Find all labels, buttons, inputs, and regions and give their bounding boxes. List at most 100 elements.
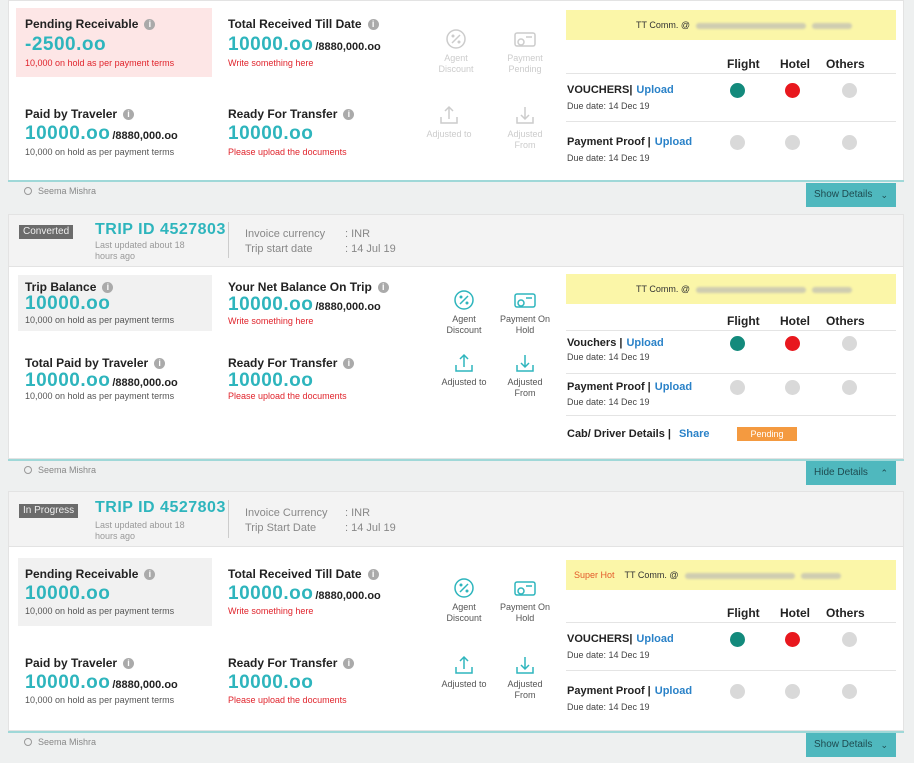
due-date: Due date: 14 Dec 19	[567, 650, 650, 660]
agent-discount-action[interactable]: Agent Discount	[436, 289, 492, 336]
agent-discount-label: Agent Discount	[438, 53, 474, 74]
trip-start-date: Trip Start Date: 14 Jul 19	[245, 522, 396, 534]
payment-icon	[514, 581, 536, 596]
agent-discount-action[interactable]: Agent Discount	[428, 28, 484, 75]
adjusted-from-action[interactable]: Adjusted From	[497, 104, 553, 151]
percent-icon	[454, 290, 474, 310]
adjusted-from-label: Adjusted From	[507, 129, 543, 150]
info-icon[interactable]: i	[367, 569, 379, 580]
payment-on-hold-label: Payment On Hold	[499, 314, 551, 335]
trip-id[interactable]: TRIP ID 4527803	[95, 221, 226, 238]
vouchers-upload-link[interactable]: Upload	[636, 84, 674, 96]
others-status-dot	[842, 684, 857, 699]
write-note: Write something here	[228, 58, 314, 68]
hotel-status-dot	[785, 135, 800, 150]
show-details-button[interactable]: Show Details ⌄	[806, 183, 896, 207]
cab-share-link[interactable]: Share	[678, 428, 710, 440]
payment-proof-upload-link[interactable]: Upload	[654, 381, 693, 393]
pending-receivable-box	[16, 8, 212, 77]
adjusted-to-label: Adjusted to	[441, 377, 487, 387]
invoice-currency: Invoice currency: INR	[245, 228, 371, 240]
adjusted-from-action[interactable]: Adjusted From	[497, 352, 553, 399]
last-updated: Last updated about 18 hours ago	[95, 240, 185, 261]
total-paid-label: Total Paid by Traveler i	[25, 356, 166, 370]
hotel-status-dot	[785, 83, 800, 98]
col-flight: Flight	[727, 606, 760, 620]
payment-on-hold-label: Payment On Hold	[499, 602, 551, 623]
ready-for-transfer-amount: 10000.oo	[228, 672, 314, 693]
trip-balance-label: Trip Balance i	[25, 280, 114, 294]
vouchers-upload-link[interactable]: Upload	[626, 337, 664, 349]
trip-header	[8, 491, 904, 547]
pending-receivable-amount: -2500.oo	[25, 34, 107, 55]
payment-on-hold-action[interactable]: Payment On Hold	[497, 577, 553, 624]
total-paid-amount: 10000.oo/8880,000.oo	[25, 370, 178, 391]
payment-proof-row-label: Payment Proof | Upload	[567, 381, 693, 393]
user-icon	[24, 738, 32, 746]
upload-note: Please upload the documents	[228, 391, 347, 401]
adjusted-to-action[interactable]: Adjusted to	[436, 654, 492, 690]
cab-status-badge: Pending	[737, 427, 797, 441]
chevron-up-icon: ⌃	[880, 468, 888, 478]
hotel-status-dot	[785, 684, 800, 699]
agent-discount-action[interactable]: Agent Discount	[436, 577, 492, 624]
ready-for-transfer-label: Ready For Transfer i	[228, 656, 355, 670]
write-note: Write something here	[228, 316, 314, 326]
info-icon[interactable]: i	[123, 658, 135, 669]
adjusted-to-label: Adjusted to	[441, 679, 487, 689]
pending-receivable-label: Pending Receivable i	[25, 17, 156, 31]
adjusted-from-action[interactable]: Adjusted From	[497, 654, 553, 701]
agent-discount-label: Agent Discount	[446, 602, 482, 623]
chevron-down-icon: ⌄	[880, 740, 888, 750]
agent-discount-label: Agent Discount	[446, 314, 482, 335]
hotel-status-dot	[785, 380, 800, 395]
hotel-status-dot	[785, 632, 800, 647]
hold-note: 10,000 on hold as per payment terms	[25, 147, 175, 157]
flight-status-dot	[730, 380, 745, 395]
trip-header	[8, 214, 904, 267]
info-icon[interactable]: i	[144, 569, 156, 580]
payment-on-hold-action[interactable]: Payment On Hold	[497, 289, 553, 336]
adjusted-to-action[interactable]: Adjusted to	[436, 352, 492, 388]
payment-pending-action[interactable]: Payment Pending	[497, 28, 553, 75]
col-flight: Flight	[727, 314, 760, 328]
info-icon[interactable]: i	[367, 19, 379, 30]
status-badge: In Progress	[19, 504, 79, 518]
col-others: Others	[826, 606, 865, 620]
info-icon[interactable]: i	[377, 282, 389, 293]
vouchers-upload-link[interactable]: Upload	[636, 633, 674, 645]
info-icon[interactable]: i	[343, 658, 355, 669]
trip-id[interactable]: TRIP ID 4527803	[95, 499, 226, 516]
pending-receivable-box	[18, 558, 212, 626]
col-hotel: Hotel	[780, 57, 810, 71]
upload-arrow-icon	[440, 105, 458, 124]
hide-details-button[interactable]: Hide Details ⌃	[806, 461, 896, 485]
info-icon[interactable]: i	[144, 19, 156, 30]
status-badge: Converted	[19, 225, 74, 239]
payment-icon	[514, 32, 536, 47]
info-icon[interactable]: i	[154, 358, 166, 369]
adjusted-to-action[interactable]: Adjusted to	[421, 104, 477, 140]
flight-status-dot	[730, 336, 745, 351]
info-icon[interactable]: i	[123, 109, 135, 120]
payment-proof-upload-link[interactable]: Upload	[654, 685, 693, 697]
others-status-dot	[842, 83, 857, 98]
info-icon[interactable]: i	[102, 282, 114, 293]
payment-proof-upload-link[interactable]: Upload	[654, 136, 693, 148]
tt-commission-banner: TT Comm. @	[566, 274, 896, 304]
trip-start-date: Trip start date: 14 Jul 19	[245, 243, 396, 255]
info-icon[interactable]: i	[343, 109, 355, 120]
percent-icon	[454, 578, 474, 598]
others-status-dot	[842, 632, 857, 647]
net-balance-amount: 10000.oo/8880,000.oo	[228, 294, 381, 315]
trip-balance-box	[18, 275, 212, 331]
show-details-button[interactable]: Show Details ⌄	[806, 733, 896, 757]
vouchers-row-label: Vouchers | Upload	[567, 337, 664, 349]
info-icon[interactable]: i	[343, 358, 355, 369]
others-status-dot	[842, 380, 857, 395]
flight-status-dot	[730, 135, 745, 150]
payment-proof-row-label: Payment Proof | Upload	[567, 685, 693, 697]
payment-proof-row-label: Payment Proof | Upload	[567, 136, 693, 148]
col-hotel: Hotel	[780, 606, 810, 620]
ready-for-transfer-label: Ready For Transfer i	[228, 356, 355, 370]
